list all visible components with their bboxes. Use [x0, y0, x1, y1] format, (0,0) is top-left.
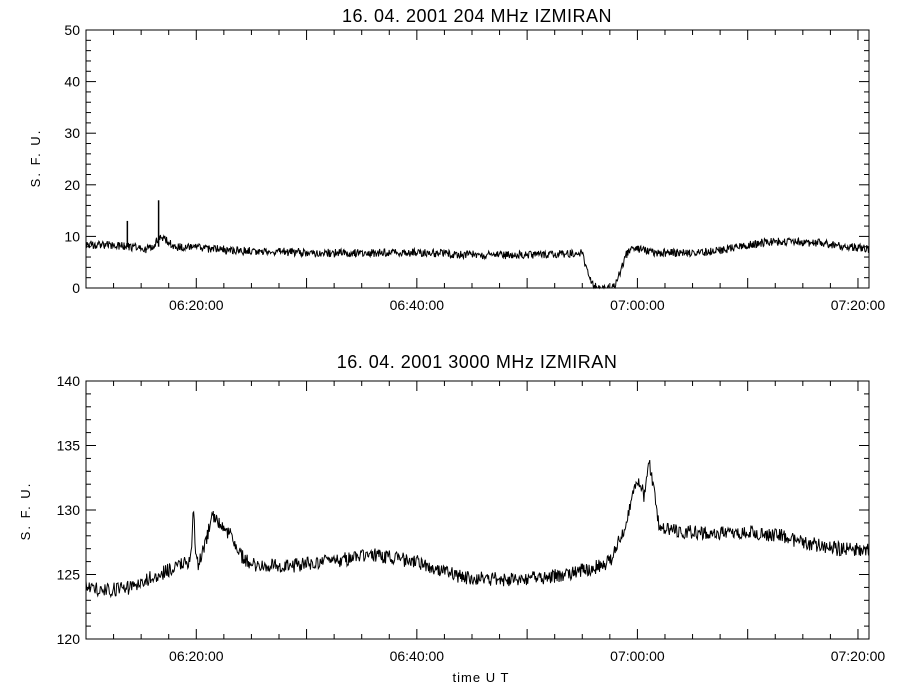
chart-2-ticks [85, 380, 869, 640]
y-tick-label: 140 [57, 373, 81, 389]
x-tick-label: 06:40:00 [390, 648, 445, 664]
chart-1-y-axis-label: S. F. U. [28, 129, 43, 188]
chart-1-plot-frame [85, 29, 870, 289]
x-tick-label: 06:40:00 [390, 297, 445, 313]
y-tick-label: 120 [57, 631, 81, 647]
y-tick-label: 125 [57, 567, 81, 583]
chart-2-tick-labels: 06:20:00 06:40:00 07:00:00 07:20:00 120 125 13… [57, 373, 886, 664]
y-tick-label: 135 [57, 438, 81, 454]
x-tick-label: 07:20:00 [831, 297, 886, 313]
y-tick-label: 130 [57, 502, 81, 518]
chart-2-plot-frame [85, 380, 870, 640]
y-tick-label: 30 [64, 125, 80, 141]
x-tick-label: 06:20:00 [169, 648, 224, 664]
y-tick-label: 20 [64, 177, 80, 193]
y-tick-label: 10 [64, 228, 80, 244]
chart-2-y-axis-label: S. F. U. [18, 482, 33, 541]
y-tick-label: 50 [64, 22, 80, 38]
x-tick-label: 07:00:00 [610, 648, 665, 664]
chart-1-data [85, 200, 870, 290]
chart-1-tick-labels: 06:20:00 06:40:00 07:00:00 07:20:00 0 10 20 30 4… [64, 22, 885, 313]
y-tick-label: 0 [72, 280, 80, 296]
chart-1-title: 16. 04. 2001 204 MHz IZMIRAN [342, 6, 612, 26]
chart-2-title: 16. 04. 2001 3000 MHz IZMIRAN [337, 352, 618, 372]
y-tick-label: 40 [64, 74, 80, 90]
x-tick-label: 07:20:00 [831, 648, 886, 664]
chart-2-data [85, 459, 870, 599]
chart-1-ticks [85, 29, 869, 289]
x-tick-label: 07:00:00 [610, 297, 665, 313]
chart-2-x-axis-label: time U T [453, 670, 510, 685]
series-line-1 [85, 459, 870, 599]
series-line-1 [85, 233, 870, 290]
x-tick-label: 06:20:00 [169, 297, 224, 313]
